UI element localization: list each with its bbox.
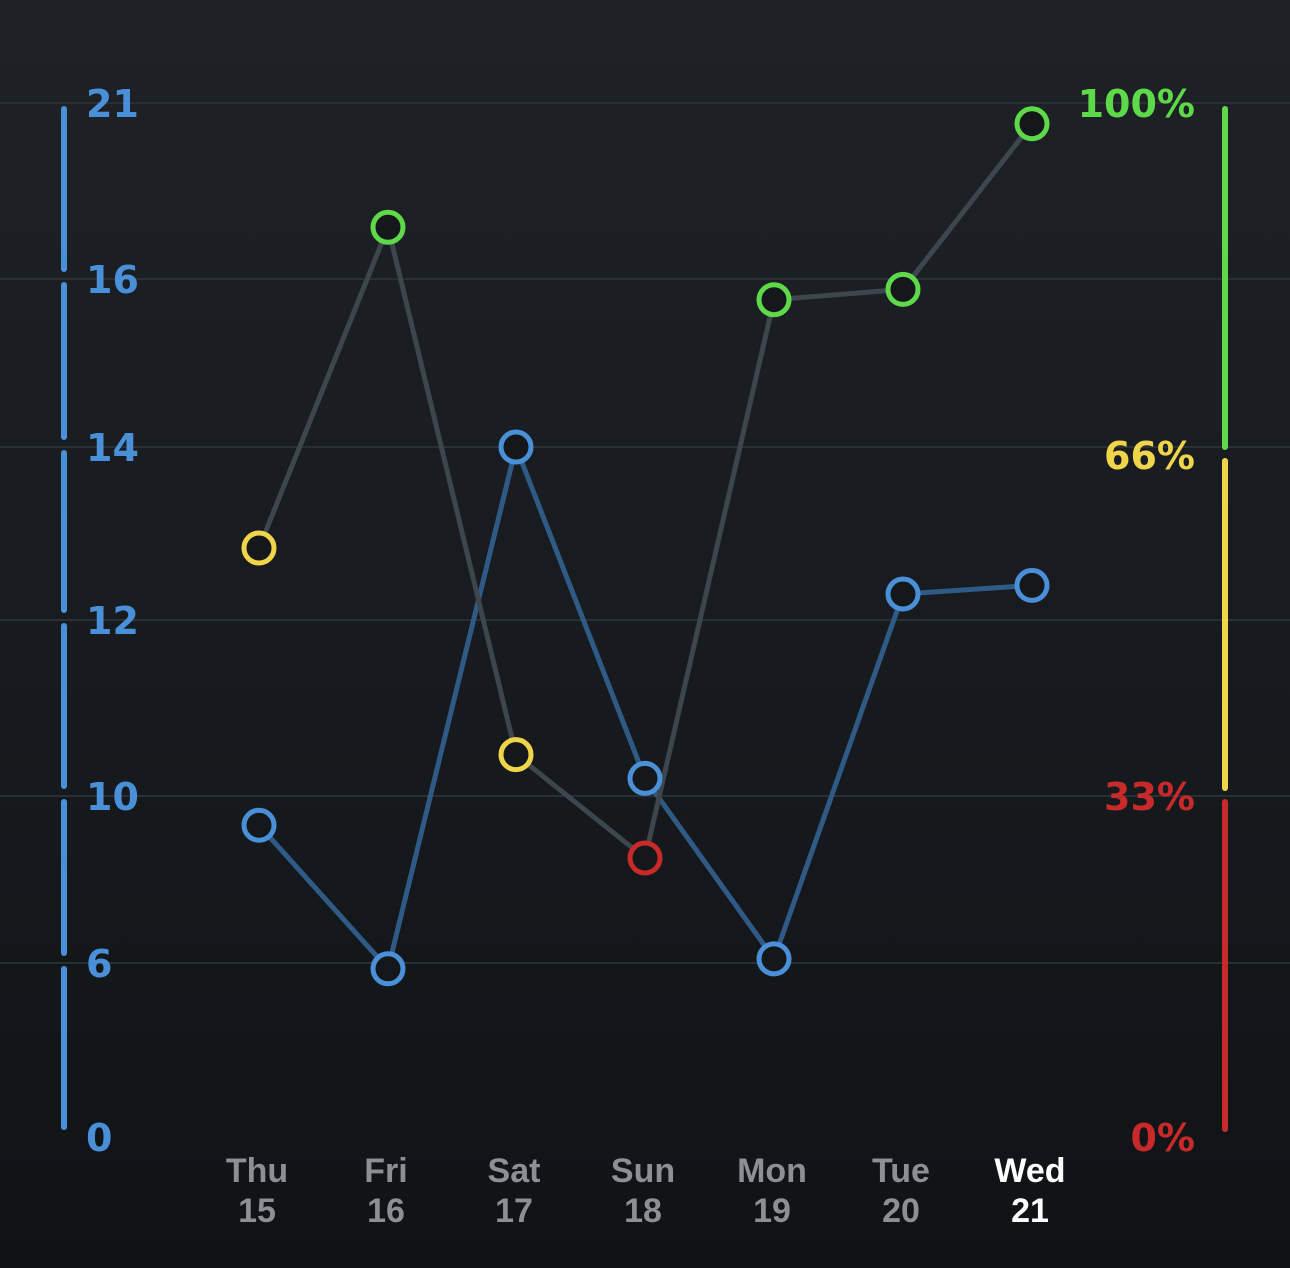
left-tick-label: 21 bbox=[86, 82, 139, 126]
right-tick-label: 0% bbox=[1130, 1116, 1195, 1160]
x-tick-date: 18 bbox=[624, 1192, 662, 1230]
right-axis: 100% 66% 33% 0% bbox=[1078, 82, 1228, 1160]
percent-series-point bbox=[627, 840, 663, 876]
percent-series-point bbox=[241, 530, 277, 566]
percent-series-point bbox=[885, 271, 921, 307]
percent-series-point bbox=[498, 737, 534, 773]
blue-series-point bbox=[241, 807, 277, 843]
x-tick-date: 17 bbox=[495, 1192, 533, 1230]
blue-series-point bbox=[498, 429, 534, 465]
x-tick-date: 21 bbox=[1011, 1192, 1049, 1230]
left-tick-label: 6 bbox=[86, 942, 112, 986]
blue-series-point bbox=[370, 951, 406, 987]
percent-series-point bbox=[370, 209, 406, 245]
blue-series-line bbox=[257, 444, 1033, 972]
x-tick-day: Wed bbox=[994, 1152, 1065, 1190]
grid-lines bbox=[0, 102, 1290, 964]
left-tick-label: 0 bbox=[86, 1116, 112, 1160]
blue-series-point bbox=[1014, 567, 1050, 603]
blue-series-point bbox=[885, 576, 921, 612]
left-axis: 21 16 14 12 10 6 0 bbox=[61, 82, 139, 1160]
blue-series-point bbox=[627, 760, 663, 796]
x-tick-day: Fri bbox=[364, 1152, 407, 1190]
left-tick-label: 14 bbox=[86, 426, 139, 470]
x-tick-date: 16 bbox=[367, 1192, 405, 1230]
blue-series-point bbox=[756, 941, 792, 977]
right-tick-label: 33% bbox=[1104, 775, 1195, 819]
x-tick-date: 15 bbox=[238, 1192, 276, 1230]
x-tick-day: Sat bbox=[488, 1152, 541, 1190]
percent-series-point bbox=[1014, 106, 1050, 142]
series-markers bbox=[241, 106, 1050, 987]
x-tick-day: Sun bbox=[611, 1152, 675, 1190]
x-tick-date: 20 bbox=[882, 1192, 920, 1230]
percent-series-point bbox=[756, 282, 792, 318]
right-tick-label: 66% bbox=[1104, 434, 1195, 478]
left-tick-label: 16 bbox=[86, 258, 139, 302]
x-tick-day: Tue bbox=[872, 1152, 930, 1190]
x-tick-day: Mon bbox=[737, 1152, 807, 1190]
left-tick-label: 10 bbox=[86, 775, 139, 819]
x-tick-day: Thu bbox=[226, 1152, 288, 1190]
right-tick-label: 100% bbox=[1078, 82, 1195, 126]
left-tick-label: 12 bbox=[86, 599, 139, 643]
x-tick-date: 19 bbox=[753, 1192, 791, 1230]
